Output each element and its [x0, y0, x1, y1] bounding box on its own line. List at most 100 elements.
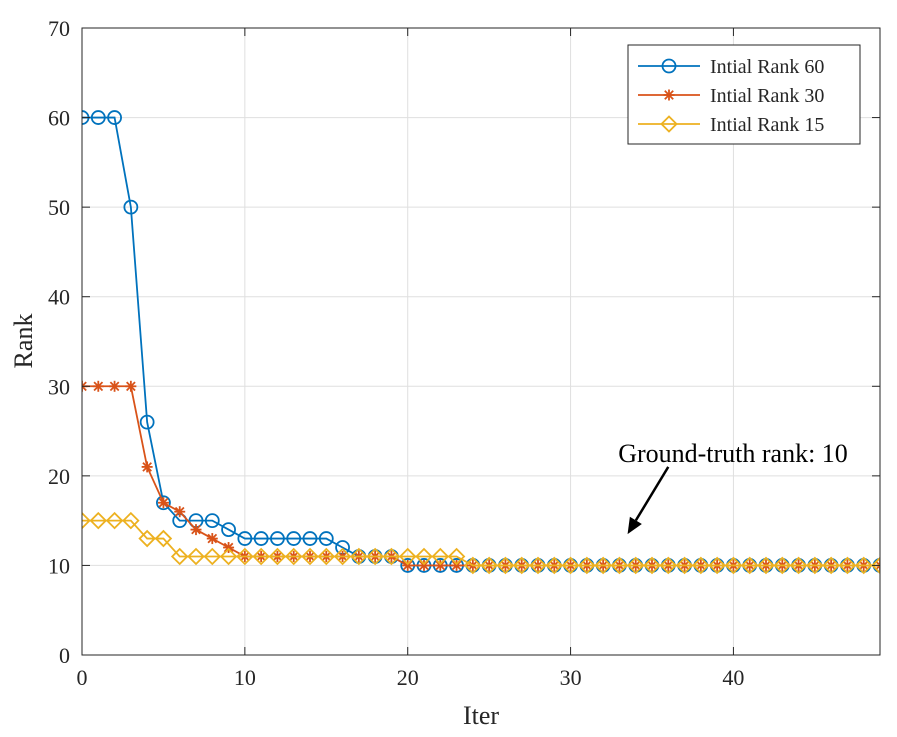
annotation-text: Ground-truth rank: 10 — [618, 439, 848, 468]
data-point-diamond — [545, 556, 564, 575]
asterisk-stroke — [207, 533, 218, 544]
data-point-diamond — [512, 556, 531, 575]
asterisk-stroke — [82, 381, 87, 388]
data-point-circle — [302, 531, 318, 546]
asterisk-stroke — [875, 564, 880, 571]
data-point-diamond — [578, 556, 596, 575]
data-point-circle — [204, 513, 220, 529]
data-point-circle — [661, 58, 677, 74]
data-point-diamond — [301, 547, 319, 566]
data-point-diamond — [822, 556, 840, 575]
data-point-diamond — [447, 547, 466, 566]
data-point-diamond — [660, 115, 678, 133]
y-tick-label: 20 — [48, 464, 70, 489]
asterisk-stroke — [402, 560, 413, 571]
data-point-diamond — [529, 556, 547, 575]
x-tick-label: 10 — [234, 665, 256, 690]
data-point-diamond — [757, 556, 775, 575]
series-layer — [82, 110, 880, 575]
data-point-diamond — [871, 556, 880, 575]
legend-item-2: Intial Rank 30 — [638, 85, 824, 107]
data-point-diamond — [382, 547, 401, 566]
data-point-diamond — [138, 529, 156, 548]
asterisk-stroke — [126, 381, 136, 392]
asterisk-stroke — [664, 90, 674, 100]
x-tick-label: 30 — [560, 665, 582, 690]
data-point-diamond — [789, 556, 808, 575]
data-point-diamond — [122, 511, 140, 530]
data-point-asterisk — [223, 542, 235, 554]
data-point-circle — [123, 199, 139, 215]
data-point-diamond — [333, 547, 352, 566]
data-point-diamond — [317, 547, 336, 566]
y-tick-label: 0 — [59, 643, 70, 668]
data-point-circle — [286, 531, 302, 546]
data-point-diamond — [431, 547, 450, 566]
data-point-diamond — [480, 556, 498, 575]
data-point-diamond — [284, 547, 303, 566]
data-point-asterisk — [434, 559, 446, 571]
data-point-diamond — [236, 547, 254, 566]
data-point-diamond — [854, 556, 873, 575]
data-point-diamond — [806, 556, 824, 575]
annotation-arrow-head — [627, 516, 642, 535]
legend-item-3: Intial Rank 15 — [638, 114, 824, 136]
asterisk-stroke — [419, 560, 429, 571]
legend: Intial Rank 60 Intial Rank 30 Intial Rank … — [627, 44, 861, 145]
data-point-diamond — [561, 556, 580, 575]
y-tick-label: 70 — [48, 16, 70, 41]
y-tick-label: 40 — [48, 285, 70, 310]
annotation: Ground-truth rank: 10 — [618, 439, 848, 535]
asterisk-stroke — [451, 560, 462, 571]
data-point-diamond — [82, 511, 91, 530]
data-point-diamond — [610, 556, 629, 575]
y-tick-label: 10 — [48, 553, 70, 578]
asterisk-stroke — [142, 462, 152, 472]
data-point-diamond — [398, 547, 417, 566]
data-point-diamond — [594, 556, 612, 575]
data-point-asterisk — [174, 506, 186, 518]
data-point-diamond — [187, 547, 205, 566]
asterisk-stroke — [174, 506, 185, 517]
data-point-diamond — [170, 547, 189, 566]
data-point-diamond — [252, 547, 270, 566]
data-point-diamond — [773, 556, 792, 575]
data-point-diamond — [708, 556, 726, 575]
data-point-diamond — [659, 556, 678, 575]
data-point-diamond — [154, 529, 173, 548]
data-point-diamond — [203, 547, 222, 566]
data-point-diamond — [724, 556, 743, 575]
y-axis-title: Rank — [9, 314, 38, 369]
x-tick-label: 20 — [397, 665, 419, 690]
legend-item-1: Intial Rank 60 — [638, 56, 824, 78]
plot-frame — [81, 27, 881, 656]
y-tick-label: 60 — [48, 106, 70, 131]
legend-label: Intial Rank 60 — [710, 56, 824, 78]
data-point-diamond — [626, 556, 645, 575]
data-point-circle — [139, 414, 155, 430]
annotation-arrow-shaft — [634, 466, 670, 522]
asterisk-stroke — [158, 497, 169, 508]
data-point-asterisk — [663, 89, 675, 101]
data-point-diamond — [366, 547, 384, 566]
data-point-circle — [253, 531, 269, 546]
asterisk-stroke — [82, 385, 87, 392]
data-point-circle — [270, 531, 285, 546]
ticks: 0 10 20 30 40 0 10 20 30 40 50 60 70 — [48, 16, 880, 690]
data-point-circle — [237, 531, 253, 546]
x-tick-label: 0 — [77, 665, 88, 690]
data-point-diamond — [740, 556, 759, 575]
asterisk-stroke — [109, 381, 120, 392]
x-axis-title: Iter — [463, 701, 499, 730]
y-tick-label: 50 — [48, 195, 70, 220]
series-3 — [82, 511, 880, 575]
data-point-asterisk — [109, 380, 121, 392]
data-point-diamond — [464, 556, 482, 575]
data-point-asterisk — [418, 559, 430, 571]
data-point-circle — [107, 110, 122, 125]
data-point-diamond — [643, 556, 661, 575]
data-point-diamond — [350, 547, 368, 566]
data-point-asterisk — [157, 497, 169, 509]
data-point-circle — [221, 522, 236, 537]
